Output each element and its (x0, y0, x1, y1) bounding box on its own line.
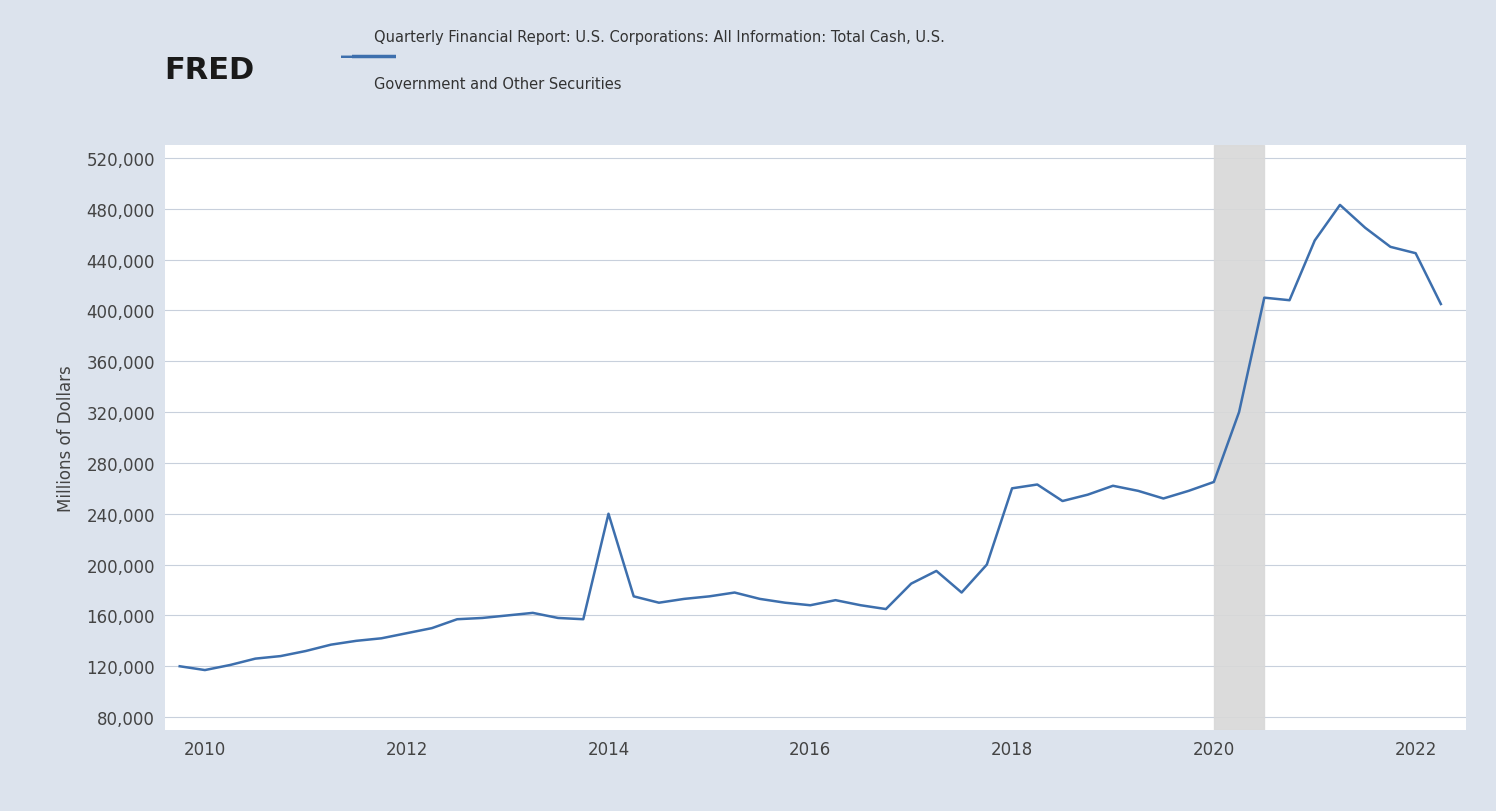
Text: Quarterly Financial Report: U.S. Corporations: All Information: Total Cash, U.S.: Quarterly Financial Report: U.S. Corpora… (374, 30, 945, 45)
Text: Government and Other Securities: Government and Other Securities (374, 77, 621, 92)
Text: —: — (340, 47, 359, 67)
Y-axis label: Millions of Dollars: Millions of Dollars (57, 365, 75, 511)
Text: FRED: FRED (165, 56, 254, 85)
Bar (1213, 146, 1264, 730)
